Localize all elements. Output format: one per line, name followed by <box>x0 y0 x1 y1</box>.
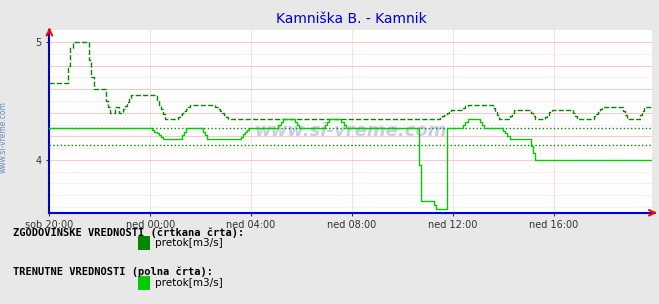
Bar <box>138 236 150 250</box>
Text: ZGODOVINSKE VREDNOSTI (črtkana črta):: ZGODOVINSKE VREDNOSTI (črtkana črta): <box>13 227 244 238</box>
Text: www.si-vreme.com: www.si-vreme.com <box>254 122 447 140</box>
Text: www.si-vreme.com: www.si-vreme.com <box>0 101 8 173</box>
Title: Kamniška B. - Kamnik: Kamniška B. - Kamnik <box>275 12 426 26</box>
Text: TRENUTNE VREDNOSTI (polna črta):: TRENUTNE VREDNOSTI (polna črta): <box>13 267 213 277</box>
Text: pretok[m3/s]: pretok[m3/s] <box>155 238 223 248</box>
Bar <box>138 276 150 289</box>
Text: pretok[m3/s]: pretok[m3/s] <box>155 278 223 288</box>
